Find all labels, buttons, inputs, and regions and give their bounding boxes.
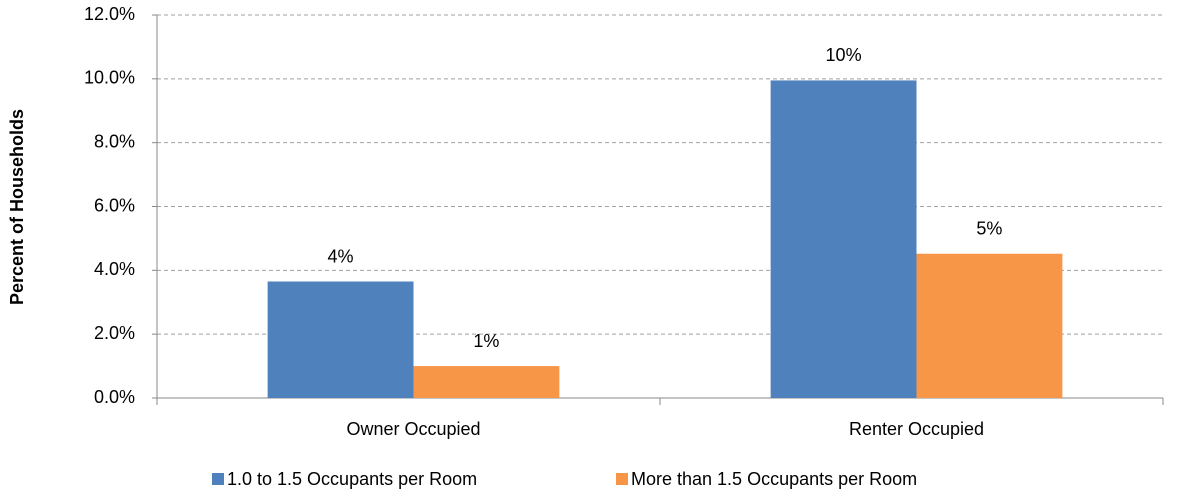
value-label: 4%: [328, 246, 354, 266]
bar: [770, 80, 917, 398]
x-tick-label: Renter Occupied: [849, 419, 984, 439]
x-tick-label: Owner Occupied: [346, 419, 480, 439]
y-tick-label: 4.0%: [94, 259, 135, 279]
legend-label: 1.0 to 1.5 Occupants per Room: [227, 469, 477, 489]
value-label: 10%: [826, 45, 862, 65]
y-tick-label: 0.0%: [94, 387, 135, 407]
y-axis-label: Percent of Households: [7, 109, 27, 305]
value-label: 1%: [473, 331, 499, 351]
legend-swatch: [616, 473, 628, 485]
y-tick-label: 8.0%: [94, 131, 135, 151]
legend-label: More than 1.5 Occupants per Room: [631, 469, 917, 489]
y-tick-label: 2.0%: [94, 323, 135, 343]
value-label: 5%: [976, 218, 1002, 238]
bar: [413, 366, 560, 398]
legend-swatch: [212, 473, 224, 485]
bar: [267, 281, 414, 398]
y-tick-label: 12.0%: [84, 4, 135, 24]
bar: [916, 253, 1063, 398]
y-tick-label: 10.0%: [84, 68, 135, 88]
y-tick-label: 6.0%: [94, 195, 135, 215]
